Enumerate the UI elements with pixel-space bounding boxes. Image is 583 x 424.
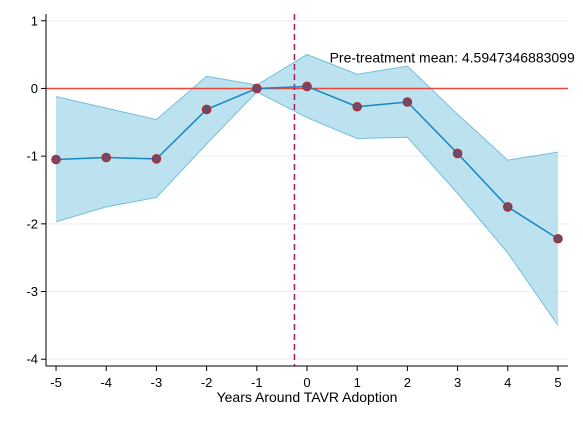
x-tick-label: -5	[50, 375, 62, 390]
x-tick-label: 4	[504, 375, 511, 390]
ci-upper-edge	[55, 54, 559, 161]
y-tick-label: 0	[31, 81, 38, 96]
ci-band-fill	[56, 54, 558, 326]
estimate-point	[553, 233, 563, 244]
y-tick-label: 1	[31, 13, 38, 28]
estimate-point	[402, 97, 413, 107]
series-group	[51, 81, 563, 244]
x-tick-label: -1	[251, 375, 263, 390]
ci-lower-edge	[55, 91, 559, 326]
pre-treatment-annotation: Pre-treatment mean: 4.5947346883099	[330, 50, 575, 66]
y-tick-label: -1	[26, 149, 38, 164]
x-tick-label: 1	[354, 375, 361, 390]
estimate-point	[502, 202, 513, 212]
y-tick-label: -3	[26, 284, 38, 299]
estimate-point	[252, 83, 262, 94]
confidence-band	[55, 54, 559, 326]
estimate-point	[151, 154, 162, 164]
x-tick-label: 5	[554, 375, 561, 390]
y-tick-label: -2	[26, 216, 38, 231]
axes-group: 1 0 -1 -2 -3 -4 -5 -4 -3 -2 -1 0 1 2 3 4 5	[26, 13, 568, 390]
estimate-point	[201, 104, 212, 115]
x-tick-label: 2	[404, 375, 411, 390]
estimate-point	[352, 101, 362, 112]
x-tick-label: 0	[303, 375, 310, 390]
y-tick-label: -4	[26, 352, 38, 367]
estimate-point	[302, 81, 312, 92]
estimate-point	[452, 148, 463, 159]
estimate-point	[51, 154, 61, 165]
x-axis-title: Years Around TAVR Adoption	[217, 389, 398, 405]
x-tick-label: -2	[201, 375, 213, 390]
x-tick-label: -3	[151, 375, 163, 390]
estimate-point	[101, 152, 112, 163]
x-tick-label: -4	[100, 375, 112, 390]
x-tick-label: 3	[454, 375, 461, 390]
